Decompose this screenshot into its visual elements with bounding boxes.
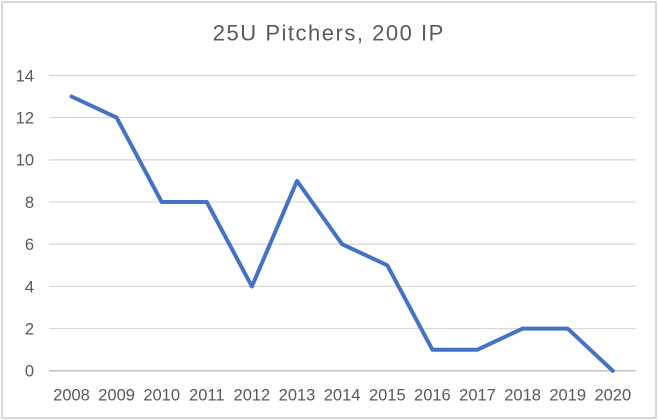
svg-text:2020: 2020 [594,387,631,405]
svg-text:10: 10 [16,152,34,170]
svg-text:0: 0 [25,363,34,381]
svg-text:2015: 2015 [369,387,406,405]
svg-text:2018: 2018 [504,387,541,405]
svg-text:2013: 2013 [279,387,316,405]
svg-text:6: 6 [25,236,34,254]
svg-text:2: 2 [25,321,34,339]
svg-text:2009: 2009 [98,387,135,405]
svg-text:2017: 2017 [459,387,496,405]
svg-text:2014: 2014 [324,387,361,405]
svg-text:2019: 2019 [549,387,586,405]
svg-text:2011: 2011 [189,387,224,405]
svg-text:2016: 2016 [414,387,451,405]
svg-text:12: 12 [16,109,34,127]
svg-text:25U Pitchers, 200 IP: 25U Pitchers, 200 IP [213,20,443,45]
svg-text:2012: 2012 [234,387,271,405]
svg-text:8: 8 [25,194,34,212]
svg-text:4: 4 [25,278,34,296]
svg-text:2008: 2008 [53,387,90,405]
svg-text:14: 14 [16,67,34,85]
svg-text:2010: 2010 [143,387,180,405]
